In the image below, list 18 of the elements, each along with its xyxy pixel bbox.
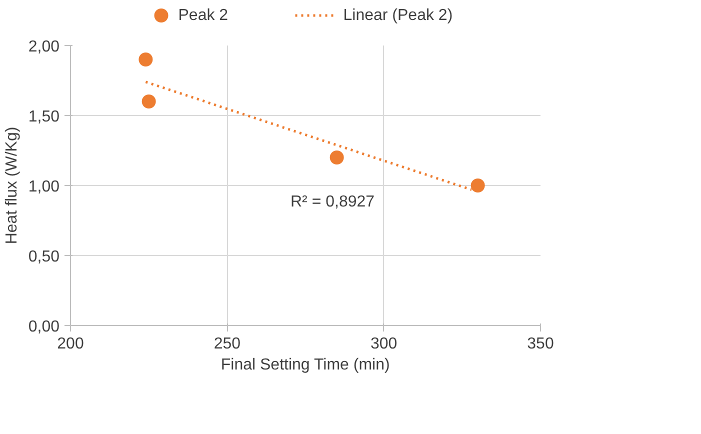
x-tick-label: 300: [370, 336, 398, 352]
y-tick-label: 0,50: [28, 248, 60, 266]
x-tick-label: 250: [214, 336, 241, 352]
x-tick-label: 200: [57, 336, 84, 352]
x-axis-title: Final Setting Time (min): [220, 356, 390, 374]
point: [138, 52, 153, 66]
point: [470, 178, 485, 192]
point: [330, 150, 344, 164]
y-axis-title: Heat flux (W/Kg): [3, 126, 20, 244]
point: [142, 94, 156, 108]
y-tick-label: 0,00: [28, 318, 60, 336]
y-tick-label: 1,50: [28, 108, 60, 126]
x-tick-label: 350: [527, 336, 554, 352]
y-tick-label: 2,00: [28, 38, 60, 56]
y-tick-label: 1,00: [28, 178, 60, 196]
legend-label: Peak 2: [178, 7, 228, 24]
annotation: R² = 0,8927: [290, 194, 375, 210]
legend-label: Linear (Peak 2): [343, 7, 453, 24]
